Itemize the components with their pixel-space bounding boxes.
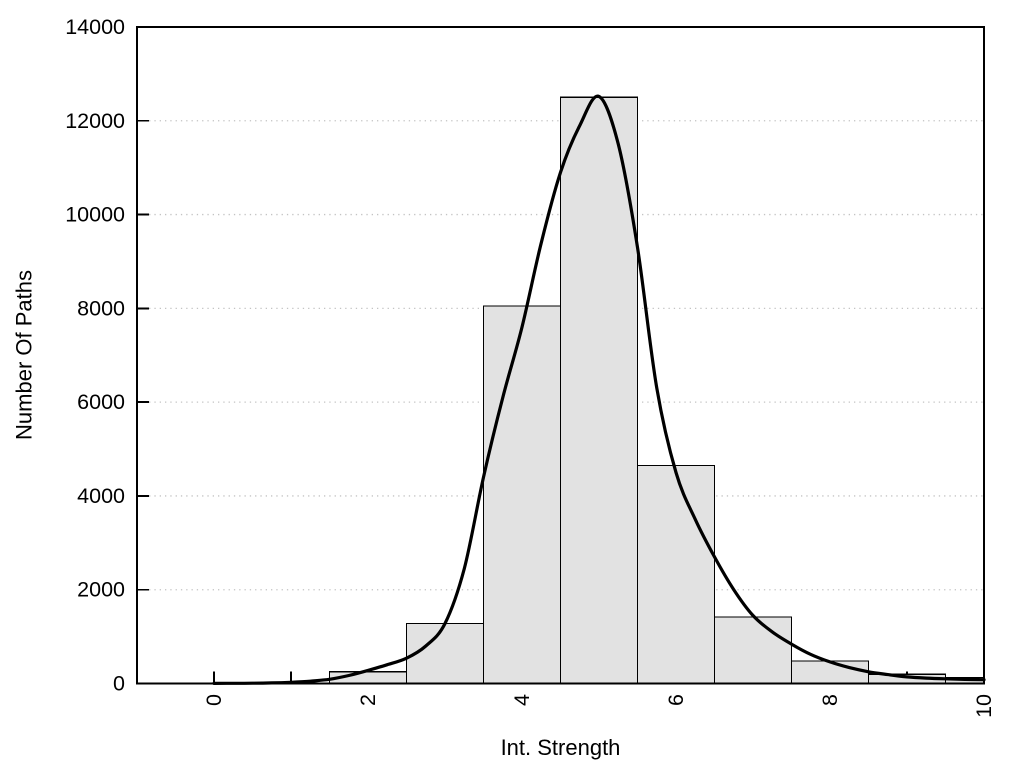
x-tick-labels: 0 2 4 6 8 10 [202,694,996,718]
x-tick-label-8: 8 [818,694,842,706]
y-tick-label-8000: 8000 [77,296,125,320]
y-tick-label-0: 0 [113,672,125,696]
y-tick-label-6000: 6000 [77,390,125,414]
bar-3.5-4.5 [482,305,562,685]
bar-4.5-5.5 [559,96,639,685]
bar-5.5-6.5 [636,464,716,685]
x-tick-label-4: 4 [510,694,534,706]
y-tick-label-12000: 12000 [65,109,125,133]
y-tick-label-2000: 2000 [77,578,125,602]
density-curve [212,94,986,685]
y-tick-labels: 0 2000 4000 6000 8000 10000 12000 14000 [65,15,125,696]
x-tick-label-10: 10 [972,694,996,718]
x-tick-label-0: 0 [202,694,226,706]
x-tick-label-2: 2 [356,694,380,706]
bar-7.5-8.5 [790,660,870,685]
y-tick-label-10000: 10000 [65,203,125,227]
histogram-bars [328,96,985,685]
x-tick-label-6: 6 [664,694,688,706]
bar-6.5-7.5 [713,616,793,685]
y-tick-label-4000: 4000 [77,484,125,508]
y-axis-label: Number Of Paths [12,270,37,440]
y-tick-label-14000: 14000 [65,15,125,39]
plot-border [136,26,985,685]
x-axis-label: Int. Strength [501,735,621,760]
